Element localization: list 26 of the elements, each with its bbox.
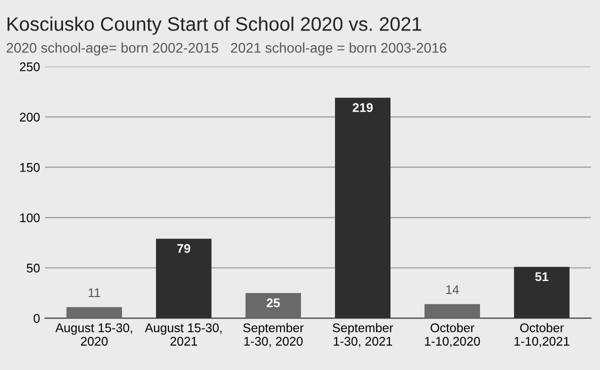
y-tick-label: 100 — [20, 213, 40, 222]
x-tick-label: September 1-30, 2021 — [332, 323, 394, 348]
bar — [156, 238, 212, 318]
x-tick-label: October 1-10,2021 — [514, 323, 570, 348]
bar — [246, 293, 301, 318]
x-tick-label: August 15-30, 2021 — [144, 323, 222, 346]
x-tick-label: October 1-10,2020 — [425, 323, 480, 348]
data-label: 14 — [446, 285, 459, 294]
bar — [514, 266, 570, 318]
y-tick-label: 250 — [20, 62, 40, 72]
bar — [335, 98, 390, 318]
data-label: 79 — [177, 244, 190, 253]
x-tick-label: August 15-30, 2020 — [55, 323, 132, 346]
bar — [66, 307, 122, 318]
y-tick-label: 0 — [34, 314, 40, 323]
y-tick-label: 50 — [26, 264, 40, 273]
chart-subtitle: 2020 school-age= born 2002-2015 2021 school-age = born 2003-2016 — [6, 42, 446, 56]
data-label: 219 — [352, 103, 373, 112]
x-tick-label: September 1-30, 2020 — [243, 323, 304, 348]
data-label: 51 — [535, 272, 548, 282]
y-tick-label: 200 — [20, 112, 40, 122]
y-tick-label: 150 — [20, 163, 40, 172]
data-label: 25 — [266, 298, 280, 308]
chart-title: Kosciusko County Start of School 2020 vs. 2021 — [8, 16, 422, 35]
bar — [424, 304, 480, 318]
data-label: 11 — [88, 288, 100, 297]
